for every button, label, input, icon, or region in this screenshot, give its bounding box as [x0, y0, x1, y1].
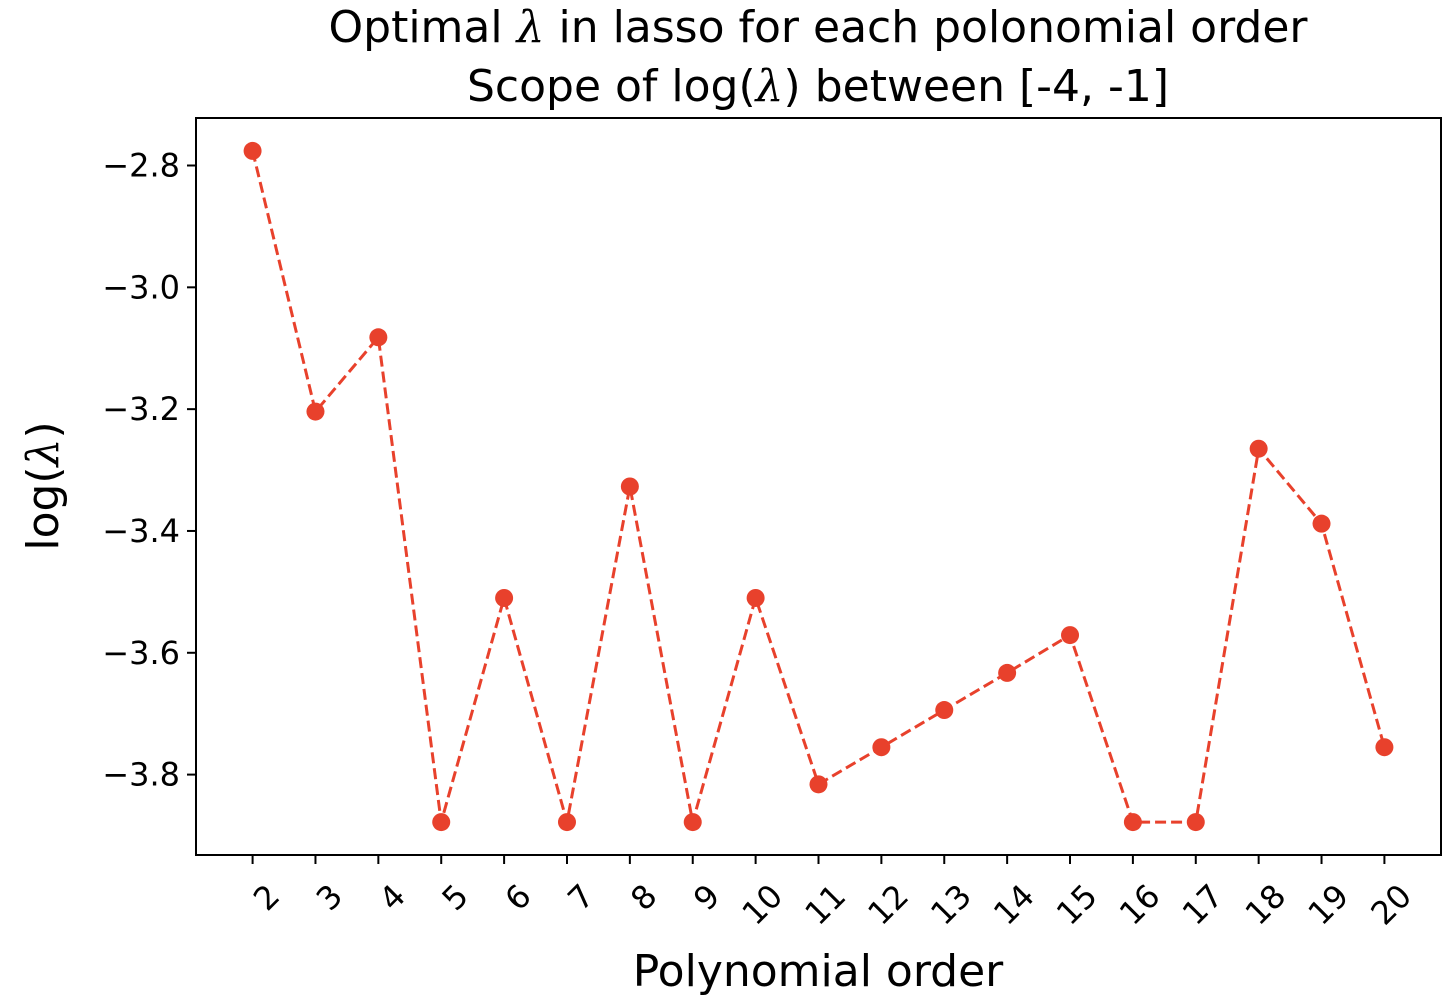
x-tick-label: 11 — [797, 877, 853, 933]
x-tick-label: 20 — [1363, 877, 1419, 933]
data-point — [620, 477, 639, 496]
y-axis-ticks: −2.8 −3.0 −3.2 −3.4 −3.6 −3.8 — [102, 147, 196, 794]
data-point — [935, 701, 954, 720]
data-point — [495, 588, 514, 607]
x-tick-label: 17 — [1175, 877, 1231, 933]
data-point — [306, 402, 325, 421]
data-point — [872, 738, 891, 757]
y-tick-label: −3.2 — [102, 390, 180, 428]
chart-title-line-1: Optimal λ in lasso for each polonomial o… — [329, 2, 1309, 53]
data-point — [809, 775, 828, 794]
data-point — [243, 141, 262, 160]
plot-area-frame — [195, 117, 1442, 856]
x-tick-label: 3 — [309, 877, 350, 918]
y-axis-label: log(λ) — [18, 421, 69, 550]
x-tick-label: 13 — [923, 877, 979, 933]
x-tick-label: 15 — [1049, 877, 1105, 933]
x-tick-label: 14 — [986, 877, 1042, 933]
data-point — [1375, 738, 1394, 757]
data-point — [998, 663, 1017, 682]
chart-title-line-2: Scope of log(λ) between [-4, -1] — [467, 61, 1169, 112]
data-point — [683, 813, 702, 832]
x-tick-label: 9 — [686, 877, 727, 918]
x-tick-label: 12 — [860, 877, 916, 933]
x-tick-label: 10 — [735, 877, 791, 933]
y-tick-label: −2.8 — [102, 147, 180, 185]
y-tick-label: −3.6 — [102, 634, 180, 672]
x-axis-ticks: 2 3 4 5 6 7 8 9 10 11 12 13 14 15 16 17 18 19 20 — [246, 855, 1419, 932]
data-point — [746, 588, 765, 607]
x-tick-label: 18 — [1238, 877, 1294, 933]
y-tick-label: −3.4 — [102, 512, 180, 550]
x-tick-label: 6 — [497, 877, 538, 918]
data-point — [557, 813, 576, 832]
x-tick-label: 16 — [1112, 877, 1168, 933]
data-point — [1123, 813, 1142, 832]
series-line — [251, 150, 1386, 824]
x-tick-label: 5 — [435, 877, 476, 918]
data-point — [1249, 439, 1268, 458]
x-tick-label: 4 — [372, 877, 413, 918]
x-tick-label: 19 — [1300, 877, 1356, 933]
data-point — [1312, 514, 1331, 533]
data-point — [1186, 813, 1205, 832]
data-point — [432, 813, 451, 832]
x-axis-label: Polynomial order — [633, 946, 1004, 997]
x-tick-label: 8 — [623, 877, 664, 918]
y-tick-label: −3.0 — [102, 268, 180, 306]
data-point — [1061, 626, 1080, 645]
x-tick-label: 2 — [246, 877, 287, 918]
data-point — [369, 328, 388, 347]
y-tick-label: −3.8 — [102, 756, 180, 794]
series-log-lambda — [243, 141, 1394, 832]
x-tick-label: 7 — [560, 877, 601, 918]
